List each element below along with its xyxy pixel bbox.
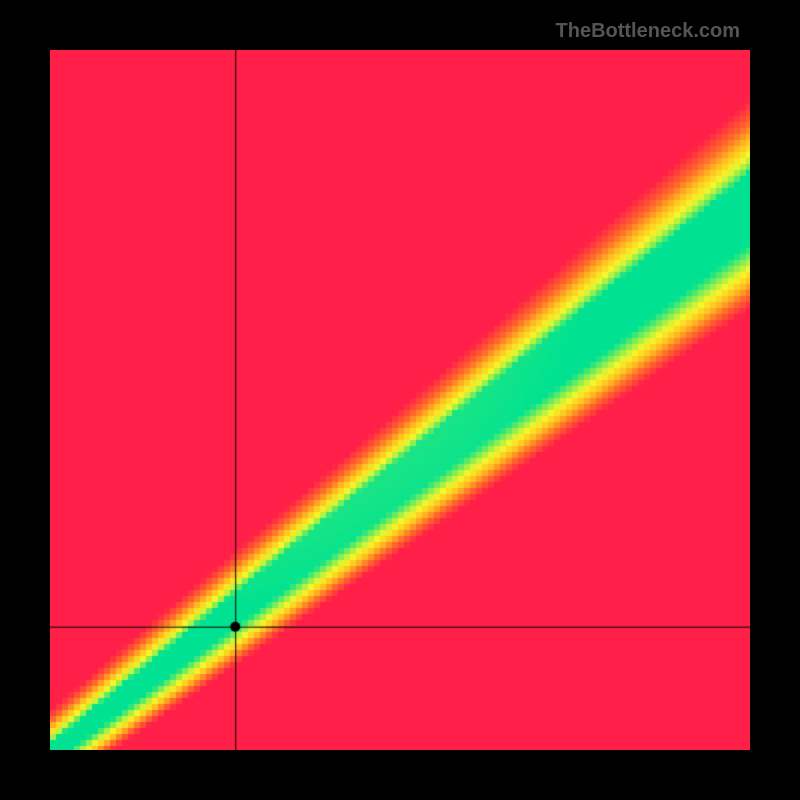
chart-container: { "chart": { "type": "heatmap", "outer_s… — [0, 0, 800, 800]
watermark-text: TheBottleneck.com — [556, 20, 740, 43]
bottleneck-heatmap — [50, 50, 750, 750]
